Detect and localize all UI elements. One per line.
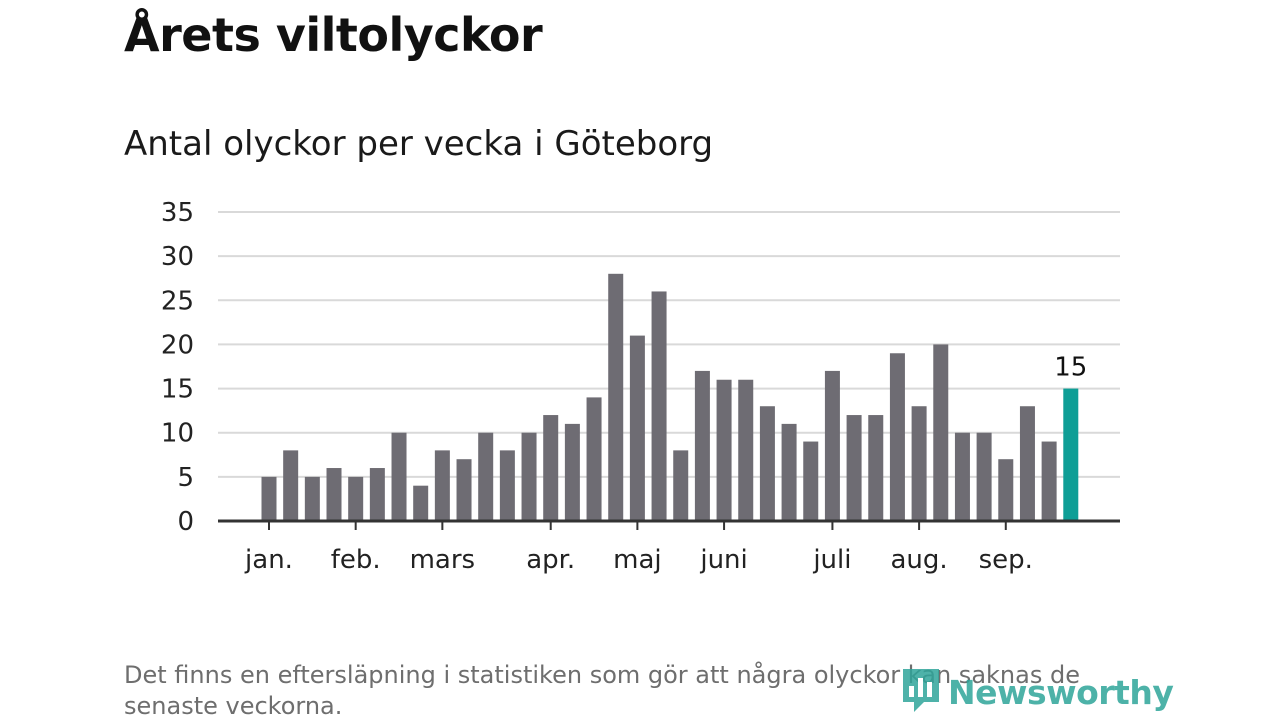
x-tick-label: maj (613, 545, 661, 575)
bar (348, 476, 364, 521)
bar (846, 415, 862, 521)
brand-logo: Newsworthy (900, 666, 1174, 718)
y-tick-label: 30 (161, 242, 194, 272)
bar-highlight (1063, 388, 1079, 521)
x-tick-label: juni (699, 545, 747, 575)
bar (868, 415, 884, 521)
y-tick-label: 15 (161, 375, 194, 405)
bar (608, 273, 624, 521)
bar (803, 441, 819, 521)
bar (369, 468, 385, 521)
bar (1041, 441, 1057, 521)
highlight-value-label: 15 (1054, 353, 1087, 383)
bar (304, 476, 320, 521)
bar (889, 353, 905, 521)
bar-chart: 0 5 10 15 20 25 30 35 15 jan. feb. mars apr. maj juni j… (161, 198, 1120, 575)
y-tick-label: 20 (161, 330, 194, 360)
bar (911, 406, 927, 521)
x-tick-label: aug. (891, 545, 948, 575)
bar (521, 432, 537, 521)
bar (759, 406, 775, 521)
y-tick-label: 25 (161, 286, 194, 316)
bar (499, 450, 515, 521)
bar (1019, 406, 1035, 521)
bar (781, 423, 797, 521)
newsworthy-logo-icon (900, 666, 942, 718)
bar (824, 370, 840, 521)
x-tick-label: apr. (526, 545, 575, 575)
x-tick-label: jan. (244, 545, 293, 575)
bar (673, 450, 689, 521)
x-tick-label: feb. (331, 545, 381, 575)
bar (651, 291, 667, 521)
brand-name: Newsworthy (948, 672, 1174, 712)
y-tick-label: 5 (177, 463, 194, 493)
bar (434, 450, 450, 521)
bar (456, 459, 472, 521)
y-tick-label: 35 (161, 198, 194, 228)
bar (413, 485, 429, 521)
y-tick-label: 10 (161, 419, 194, 449)
bar (326, 468, 342, 521)
x-tick-label: mars (410, 545, 476, 575)
chart-subtitle: Antal olyckor per vecka i Göteborg (124, 124, 714, 164)
bar (478, 432, 494, 521)
y-tick-label: 0 (177, 507, 194, 537)
bar (954, 432, 970, 521)
x-tick-label: sep. (979, 545, 1033, 575)
bar (564, 423, 580, 521)
bar (933, 344, 949, 521)
bar (694, 370, 710, 521)
bar (629, 335, 645, 521)
bar (391, 432, 407, 521)
bar (543, 415, 559, 521)
bar (261, 476, 277, 521)
x-tick-label: juli (812, 545, 851, 575)
bar (586, 397, 602, 521)
bar (283, 450, 299, 521)
bar (738, 379, 754, 521)
chart-title: Årets viltolyckor (124, 8, 543, 62)
bar (976, 432, 992, 521)
bar (716, 379, 732, 521)
bar (998, 459, 1014, 521)
